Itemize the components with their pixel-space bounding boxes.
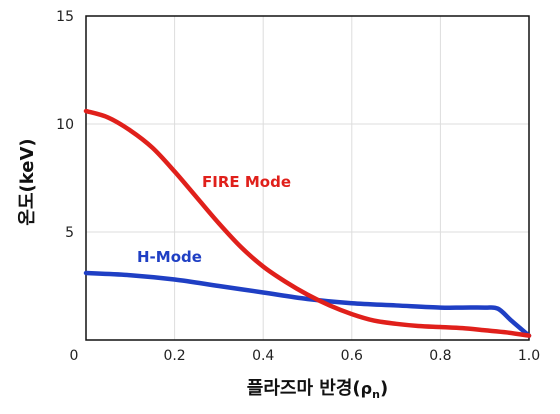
y-axis-label: 온도(keV) (17, 138, 38, 225)
series-label-fire-mode: FIRE Mode (202, 173, 291, 191)
series-line-fire-mode (83, 108, 532, 338)
tick-labels: 0.2 0.4 0.6 0.8 1.0 5 10 15 (56, 9, 540, 364)
x-tick-label: 0.4 (252, 348, 274, 364)
y-tick-label: 5 (65, 225, 74, 241)
x-axis-label: 플라즈마 반경(ρn) (247, 378, 388, 401)
x-tick-label: 0.6 (341, 348, 363, 364)
x-tick-label: 1.0 (518, 348, 540, 364)
plot-frame (85, 15, 530, 341)
y-tick-label: 15 (56, 9, 74, 25)
y-tick-label: 10 (56, 117, 74, 133)
x-tick-label: 0.8 (429, 348, 451, 364)
origin-tick-label: 0 (70, 348, 79, 364)
x-tick-label: 0.2 (163, 348, 185, 364)
series-line-h-mode (83, 270, 532, 338)
grid (86, 16, 529, 340)
series-label-h-mode: H-Mode (137, 248, 202, 266)
series-layer (83, 108, 532, 338)
